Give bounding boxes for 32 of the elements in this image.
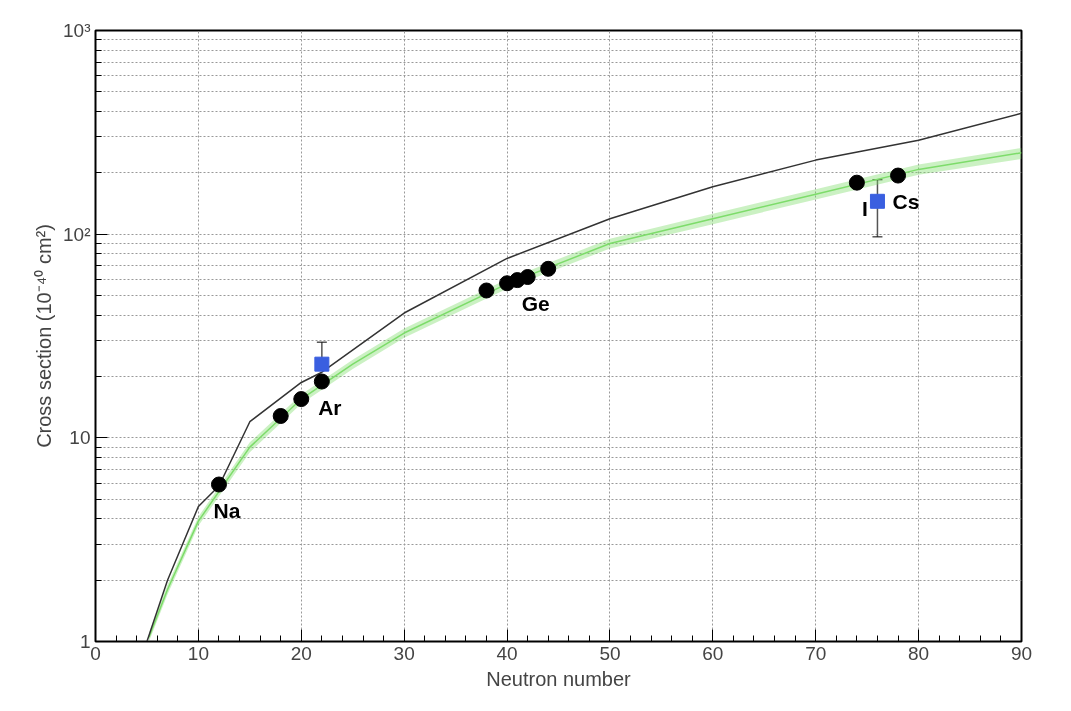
x-tick-label: 10 (187, 642, 209, 664)
y-tick-label: 1 (79, 631, 91, 652)
x-tick-label: 0 (90, 642, 101, 664)
x-tick-label: 50 (599, 642, 621, 664)
annotation: Cs (892, 190, 920, 214)
x-axis-title: Neutron number (486, 667, 632, 690)
y-tick-label: 10 (69, 427, 91, 449)
point (848, 174, 865, 191)
x-tick-label: 70 (805, 642, 827, 664)
point (478, 282, 495, 299)
x-tick-label: 60 (702, 642, 724, 664)
x-tick-label: 30 (393, 642, 415, 664)
point (313, 373, 330, 390)
y-axis-title: Cross section (10⁻⁴⁰ cm²) (33, 224, 56, 448)
x-tick-label: 20 (290, 642, 312, 664)
x-tick-label: 90 (1010, 642, 1033, 664)
point (210, 476, 227, 493)
point (540, 260, 557, 277)
y-tick-label: 10³ (63, 20, 91, 41)
annotation: Ge (521, 291, 550, 315)
point (519, 269, 536, 286)
annotation: Na (213, 499, 241, 522)
point (272, 408, 289, 424)
point (314, 356, 330, 372)
y-tick-label: 10² (63, 223, 91, 245)
x-tick-label: 40 (496, 642, 518, 664)
annotation: I (861, 197, 868, 221)
point (890, 167, 907, 184)
x-tick-label: 80 (908, 642, 930, 664)
point (869, 193, 885, 209)
annotation: Ar (318, 396, 342, 420)
point (293, 391, 310, 408)
